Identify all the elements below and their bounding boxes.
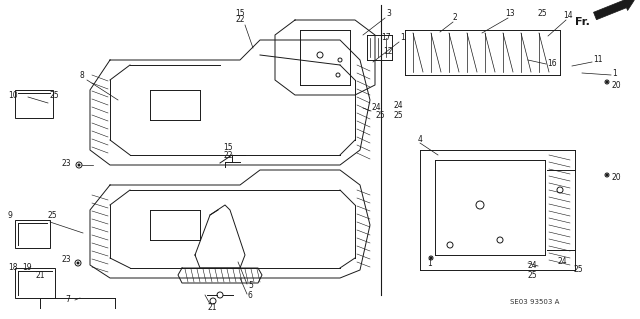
Text: 7: 7 (65, 295, 70, 305)
Text: 25: 25 (47, 211, 56, 220)
Text: 21: 21 (36, 271, 45, 279)
Text: 6: 6 (248, 291, 253, 300)
Text: 24: 24 (394, 101, 404, 110)
Circle shape (430, 257, 432, 259)
Text: 24: 24 (372, 103, 381, 113)
Circle shape (606, 174, 608, 176)
Bar (15, 268, 55, 298)
Text: 1: 1 (400, 33, 404, 42)
Circle shape (77, 262, 79, 264)
Text: 8: 8 (79, 71, 84, 80)
Text: 24: 24 (558, 257, 568, 266)
Text: 22: 22 (223, 152, 233, 160)
Circle shape (78, 164, 80, 166)
Text: 25: 25 (394, 110, 404, 120)
Text: 15: 15 (235, 9, 245, 18)
Text: 20: 20 (612, 174, 621, 182)
Text: 4: 4 (418, 136, 423, 145)
FancyArrow shape (593, 0, 634, 20)
Text: 23: 23 (62, 159, 72, 167)
Text: 24: 24 (528, 262, 538, 271)
Text: Fr.: Fr. (575, 17, 590, 27)
Text: 11: 11 (593, 56, 602, 64)
Text: 25: 25 (573, 265, 582, 275)
Text: 18: 18 (8, 263, 17, 272)
Text: 25: 25 (537, 10, 547, 19)
Text: 25: 25 (375, 112, 385, 121)
Bar (15, 220, 50, 248)
Text: 20: 20 (612, 80, 621, 90)
Text: 5: 5 (248, 281, 253, 291)
Text: 17: 17 (381, 33, 391, 42)
Text: 21: 21 (207, 303, 217, 313)
Text: SE03 93503 A: SE03 93503 A (510, 299, 560, 305)
Text: 2: 2 (452, 13, 458, 23)
Bar (15, 90, 53, 118)
Text: 12: 12 (383, 48, 393, 56)
Text: 9: 9 (8, 211, 13, 219)
Text: 25: 25 (528, 271, 538, 279)
Text: 3: 3 (386, 9, 391, 18)
Text: 15: 15 (223, 144, 233, 152)
Text: 13: 13 (505, 10, 515, 19)
Text: 19: 19 (22, 263, 31, 272)
Text: 23: 23 (62, 256, 72, 264)
Text: 14: 14 (563, 11, 573, 20)
Circle shape (606, 81, 608, 83)
Text: 22: 22 (236, 16, 244, 25)
Text: 16: 16 (547, 58, 557, 68)
Text: 25: 25 (50, 91, 60, 100)
Text: 1: 1 (612, 69, 617, 78)
Text: 1: 1 (427, 259, 432, 269)
Text: 10: 10 (8, 91, 18, 100)
